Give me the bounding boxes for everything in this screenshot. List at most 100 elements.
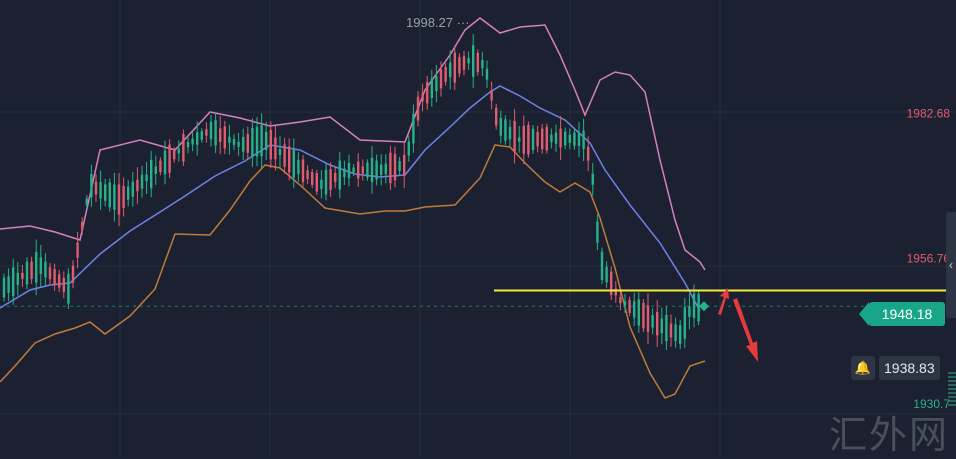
candle-body-28 (131, 181, 134, 197)
candle-body-42 (196, 132, 199, 145)
candle-body-7 (35, 252, 38, 283)
candle-body-53 (246, 134, 249, 153)
candle-body-115 (531, 128, 535, 150)
candle-body-109 (504, 119, 507, 141)
candle-body-108 (499, 118, 502, 136)
candle-body-43 (200, 131, 203, 140)
candle-body-112 (518, 137, 521, 142)
candle-body-47 (219, 128, 222, 142)
candle-body-26 (122, 186, 125, 208)
candle-body-78 (361, 166, 364, 174)
candle-body-60 (278, 148, 282, 156)
candle-body-39 (182, 133, 185, 162)
candle-body-107 (495, 107, 498, 126)
candle-body-125 (577, 133, 581, 146)
candle-body-106 (490, 90, 493, 101)
candle-body-148 (683, 307, 686, 339)
candle-body-19 (90, 174, 93, 198)
current-price-tag: 1948.18 (859, 302, 945, 326)
candle-body-20 (94, 181, 98, 195)
candle-body-136 (628, 299, 631, 313)
watermark: 汇外网 (829, 413, 950, 457)
candle-body-13 (62, 277, 65, 292)
price-alert[interactable]: 🔔 1938.83 (851, 356, 940, 380)
candle-body-85 (393, 153, 397, 181)
candle-body-83 (384, 163, 387, 175)
candle-body-10 (48, 267, 52, 280)
candle-body-110 (508, 126, 512, 140)
candle-body-87 (403, 154, 406, 176)
candle-body-34 (159, 160, 162, 173)
candle-body-74 (343, 168, 346, 178)
candle-body-1 (7, 276, 10, 293)
candle-body-151 (697, 293, 700, 322)
lower-bollinger-band (0, 144, 706, 399)
candle-body-65 (301, 159, 305, 183)
scale-drag-handle[interactable] (948, 372, 956, 408)
candle-body-119 (550, 134, 553, 143)
candle-body-5 (25, 261, 29, 285)
candle-body-81 (375, 160, 378, 180)
candle-body-126 (582, 130, 585, 150)
candle-body-4 (21, 272, 24, 280)
candle-body-69 (320, 179, 323, 189)
candle-body-95 (439, 69, 443, 89)
y-axis-label-0: 1982.68 (907, 106, 951, 120)
y-axis-label-1: 1956.76 (907, 251, 951, 265)
candle-body-127 (587, 146, 590, 161)
candle-body-67 (311, 172, 314, 185)
candle-body-135 (623, 301, 627, 306)
candle-body-48 (223, 126, 226, 149)
candle-body-133 (614, 288, 617, 296)
current-price-marker (699, 301, 709, 312)
candle-body-70 (324, 169, 328, 195)
candle-body-14 (67, 273, 70, 304)
candle-body-137 (633, 301, 636, 318)
candle-body-141 (651, 315, 654, 328)
candle-body-27 (127, 186, 130, 200)
candle-body-101 (467, 57, 470, 64)
y-axis-label-2: 1930.7 (913, 397, 950, 411)
candle-body-49 (228, 136, 231, 143)
candle-body-123 (568, 134, 571, 143)
candle-body-79 (366, 162, 369, 178)
candle-body-3 (16, 272, 19, 285)
candle-body-122 (564, 131, 567, 146)
candle-body-16 (76, 242, 79, 258)
candle-body-145 (669, 323, 673, 338)
panel-collapse-button[interactable]: ‹ (946, 212, 956, 318)
candle-body-2 (12, 267, 15, 297)
candle-body-93 (430, 78, 433, 98)
candle-body-64 (297, 159, 300, 175)
candle-body-128 (591, 173, 594, 185)
candle-body-22 (104, 184, 107, 201)
candle-body-54 (251, 127, 254, 158)
candle-body-62 (288, 146, 291, 173)
candle-body-142 (656, 311, 659, 336)
candle-body-32 (150, 159, 153, 189)
bell-icon[interactable]: 🔔 (851, 356, 875, 380)
candle-body-113 (522, 125, 525, 154)
candle-body-31 (145, 174, 148, 182)
candle-body-55 (255, 126, 259, 157)
candle-body-33 (154, 166, 157, 174)
candle-body-97 (449, 62, 452, 78)
candle-body-86 (398, 161, 401, 172)
candle-body-96 (444, 67, 447, 82)
candle-body-147 (679, 325, 682, 344)
candle-body-102 (472, 45, 475, 77)
candle-body-117 (541, 128, 544, 150)
down-arrow (733, 298, 758, 362)
candle-body-30 (140, 174, 144, 189)
candle-body-35 (163, 150, 167, 175)
candle-body-71 (329, 169, 332, 191)
candle-body-73 (338, 160, 341, 190)
candle-body-41 (191, 138, 194, 145)
candle-body-138 (637, 299, 640, 326)
candle-body-116 (536, 131, 539, 147)
candle-body-111 (513, 120, 516, 152)
candle-body-121 (559, 128, 562, 148)
candle-body-58 (269, 129, 272, 160)
candle-body-51 (237, 141, 240, 147)
